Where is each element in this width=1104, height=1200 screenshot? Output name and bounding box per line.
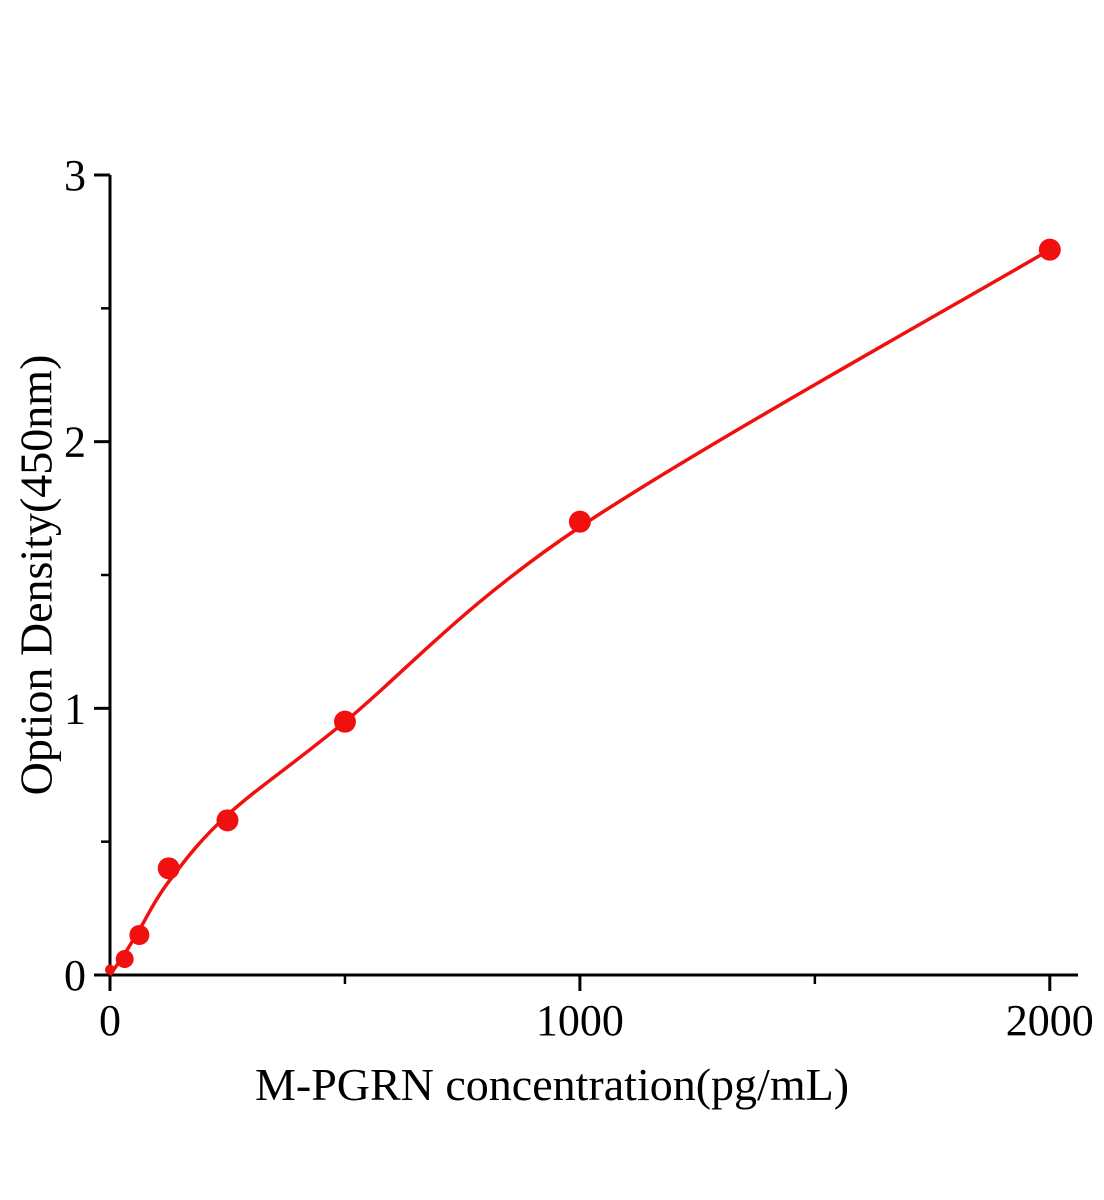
x-tick-label: 0 <box>99 996 121 1045</box>
y-tick-label: 2 <box>64 418 86 467</box>
data-point <box>115 950 134 968</box>
data-point <box>1038 238 1061 261</box>
data-point <box>216 809 239 832</box>
data-point <box>105 964 115 975</box>
x-axis-title: M-PGRN concentration(pg/mL) <box>254 1059 850 1110</box>
data-point <box>157 857 180 880</box>
y-tick-label: 3 <box>64 151 86 200</box>
data-point <box>333 710 356 733</box>
data-point <box>568 510 591 533</box>
y-tick-label: 0 <box>64 951 86 1000</box>
x-tick-label: 1000 <box>536 996 624 1045</box>
fit-curve <box>108 248 1051 976</box>
y-tick-label: 1 <box>64 684 86 733</box>
x-tick-label: 2000 <box>1006 996 1094 1045</box>
y-axis-title: Option Density(450nm) <box>10 354 62 796</box>
data-point <box>129 925 150 945</box>
